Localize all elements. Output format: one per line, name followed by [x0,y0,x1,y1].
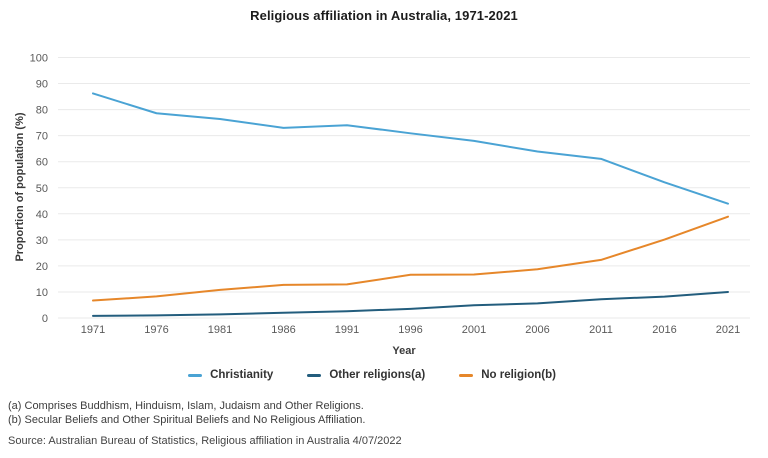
christianity-line-swatch [188,373,203,377]
y-tick-label: 90 [36,79,48,91]
footnote-b: (b) Secular Beliefs and Other Spiritual … [8,413,366,426]
x-tick-labels: 1971 1976 1981 1986 1991 1996 2001 2006 2011 2016… [81,324,740,336]
series-line-no-religion-b [92,215,729,302]
x-tick-label: 2001 [462,324,486,336]
x-tick-label: 1996 [398,324,422,336]
x-tick-label: 1976 [144,324,168,336]
legend-item-no-religion: No religion(b) [459,369,556,381]
x-tick-label: 1981 [208,324,232,336]
footnote-a: (a) Comprises Buddhism, Hinduism, Islam,… [8,400,364,412]
x-tick-label: 2021 [716,324,740,336]
source-line: Source: Australian Bureau of Statistics,… [8,435,402,447]
y-tick-label: 30 [36,235,48,247]
y-tick-label: 0 [42,313,48,325]
x-axis-title: Year [392,345,416,357]
x-tick-label: 2011 [589,324,613,336]
y-tick-label: 50 [36,183,48,195]
y-tick-label: 80 [36,105,48,117]
y-axis-title: Proportion of population (%) [14,112,26,262]
y-tick-label: 20 [36,261,48,273]
legend-item-christianity: Christianity [188,369,273,381]
no-religion-line-swatch [459,373,474,377]
legend: Christianity Other religions(a) No relig… [0,369,768,381]
series-lines [92,92,729,317]
footnotes: (a) Comprises Buddhism, Hinduism, Islam,… [8,400,402,449]
legend-label: Christianity [210,369,274,381]
x-tick-label: 1971 [81,324,105,336]
legend-label: Other religions(a) [329,369,426,381]
y-tick-label: 100 [30,53,48,65]
x-tick-label: 2006 [525,324,549,336]
y-tick-label: 40 [36,209,48,221]
y-tick-label: 60 [36,157,48,169]
x-tick-label: 1986 [271,324,295,336]
y-tick-label: 10 [36,287,48,299]
other-religions-line-swatch [307,373,322,377]
y-tick-labels: 0 10 20 30 40 50 60 70 80 90 100 [30,53,48,326]
chart-title: Religious affiliation in Australia, 1971… [250,8,518,23]
x-tick-label: 1991 [335,324,359,336]
x-tick-label: 2016 [652,324,676,336]
series-line-christianity [92,92,729,205]
series-line-other-religions-a [92,290,729,317]
legend-item-other-religions: Other religions(a) [307,369,425,381]
y-tick-label: 70 [36,131,48,143]
gridlines [58,57,750,319]
legend-label: No religion(b) [481,369,556,381]
